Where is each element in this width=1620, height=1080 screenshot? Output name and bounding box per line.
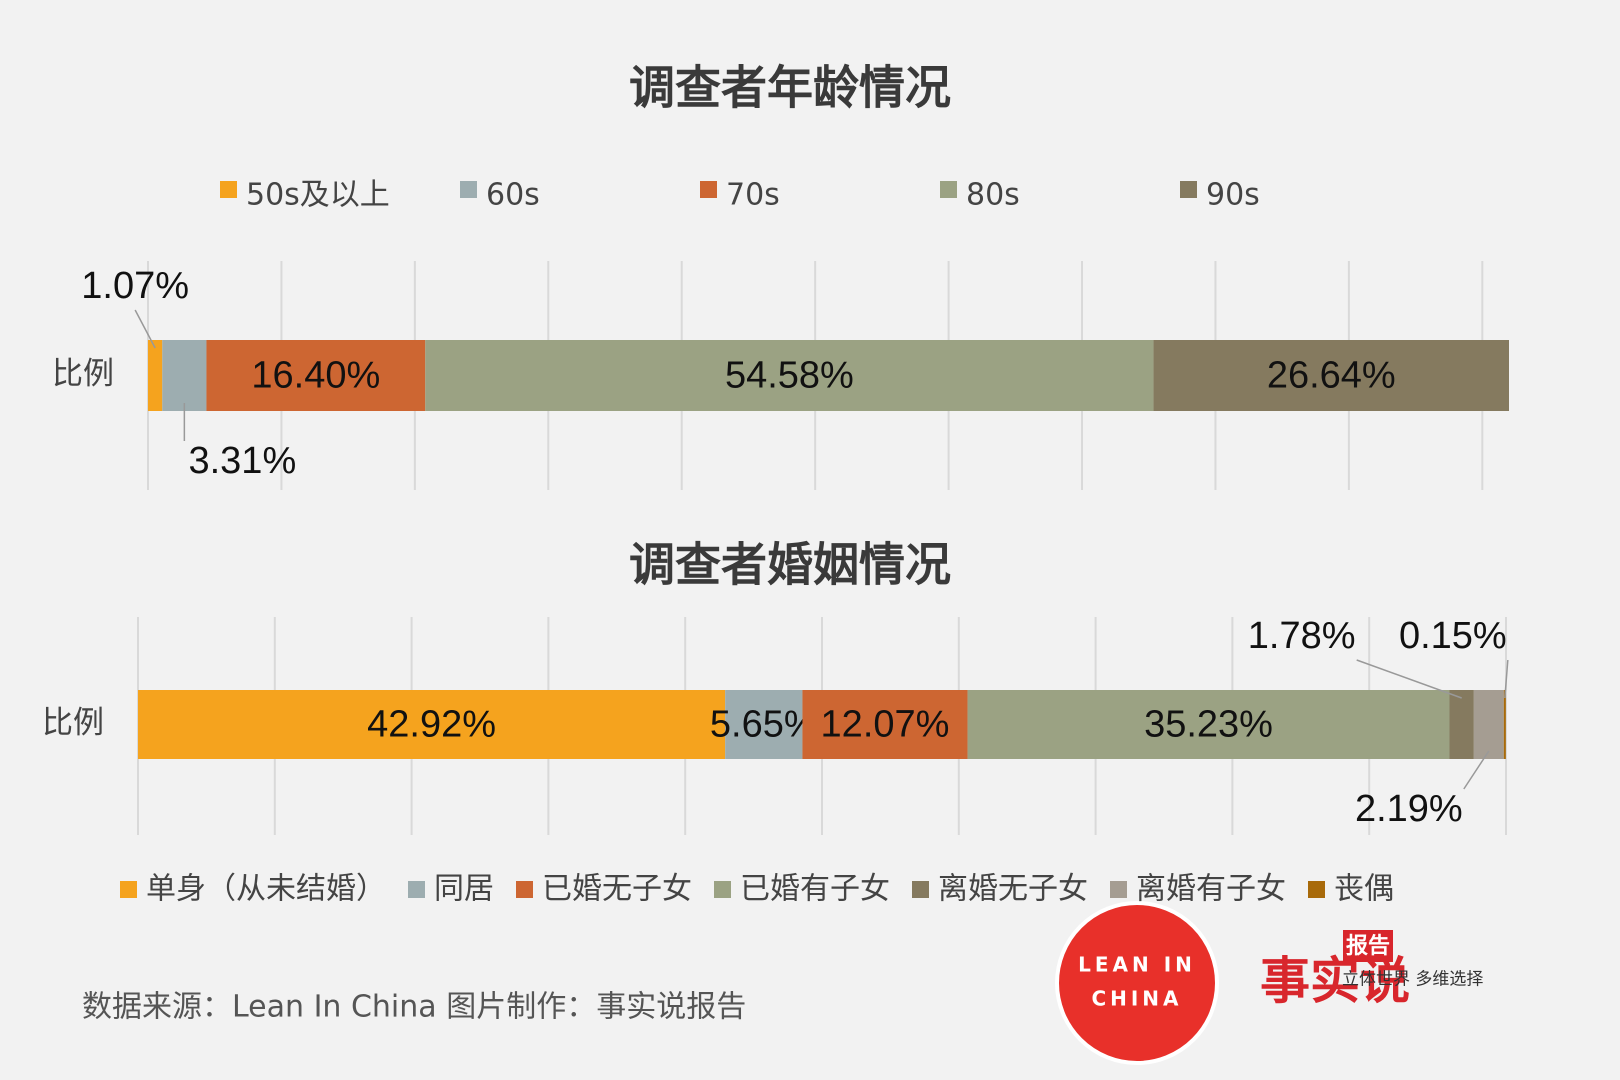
data-label: 54.58% [725,355,854,397]
data-label: 12.07% [821,704,950,746]
legend-label: 离婚无子女 [938,872,1088,907]
bar-segment [1449,690,1474,759]
legend-label: 单身（从未结婚） [146,872,386,907]
brand-slogan: 立体世界 多维选择 [1342,970,1483,990]
leader-line [1504,659,1509,699]
bar-segment [1473,690,1504,759]
legend-swatch [940,181,957,198]
category-label: 比例 [42,705,104,741]
logo-circle [1055,901,1219,1065]
legend-swatch [714,881,731,898]
chart-title: 调查者年龄情况 [629,61,951,115]
data-label: 5.65% [710,704,818,746]
bar-segment [206,340,426,411]
data-label: 42.92% [367,704,496,746]
bar-segment [425,340,1154,411]
tag-box [1343,930,1393,962]
legend-swatch [1180,181,1197,198]
data-label: 16.40% [251,355,380,397]
data-label: 3.31% [188,440,296,482]
chart-title: 调查者婚姻情况 [629,538,951,592]
bar-segment [725,690,803,759]
legend-swatch [220,181,237,198]
legend-label: 已婚无子女 [542,872,692,907]
bar-segment [138,690,726,759]
lean-in-logo: LEAN IN CHINA [1055,901,1219,1065]
data-label: 0.15% [1399,615,1507,657]
legend-swatch [1110,881,1127,898]
legend-label: 已婚有子女 [740,872,890,907]
legend-label: 60s [486,178,540,213]
bar-segment [1503,690,1506,759]
legend-label: 离婚有子女 [1136,872,1286,907]
data-label: 1.78% [1248,615,1356,657]
bar-segment [967,690,1450,759]
data-label: 26.64% [1267,355,1396,397]
leader-line [134,309,156,349]
legend-label: 80s [966,178,1020,213]
data-label: 1.07% [81,265,189,307]
brand-logo: 事实说 报告 立体世界 多维选择 [1260,930,1483,1010]
bar-segment [1153,340,1509,411]
logo-text: CHINA [1091,987,1182,1011]
legend-label: 90s [1206,178,1260,213]
legend-label: 70s [726,178,780,213]
data-label: 2.19% [1355,788,1463,830]
logo-text: LEAN IN [1078,953,1196,977]
legend-swatch [912,881,929,898]
leader-line [1356,659,1462,699]
data-label: 35.23% [1144,704,1273,746]
legend-swatch [120,881,137,898]
bar-segment [162,340,207,411]
leader-line [1463,750,1490,790]
legend-swatch [408,881,425,898]
legend-label: 丧偶 [1334,872,1394,907]
brand-tag: 报告 [1346,934,1390,959]
legend-label: 50s及以上 [246,178,390,213]
category-label: 比例 [52,356,114,392]
legend-swatch [700,181,717,198]
legend-swatch [460,181,477,198]
bar-segment [802,690,968,759]
legend-label: 同居 [434,872,494,907]
legend-swatch [516,881,533,898]
bar-segment [148,340,163,411]
legend-swatch [1308,881,1325,898]
source-note: 数据来源：Lean In China 图片制作：事实说报告 [82,990,746,1025]
